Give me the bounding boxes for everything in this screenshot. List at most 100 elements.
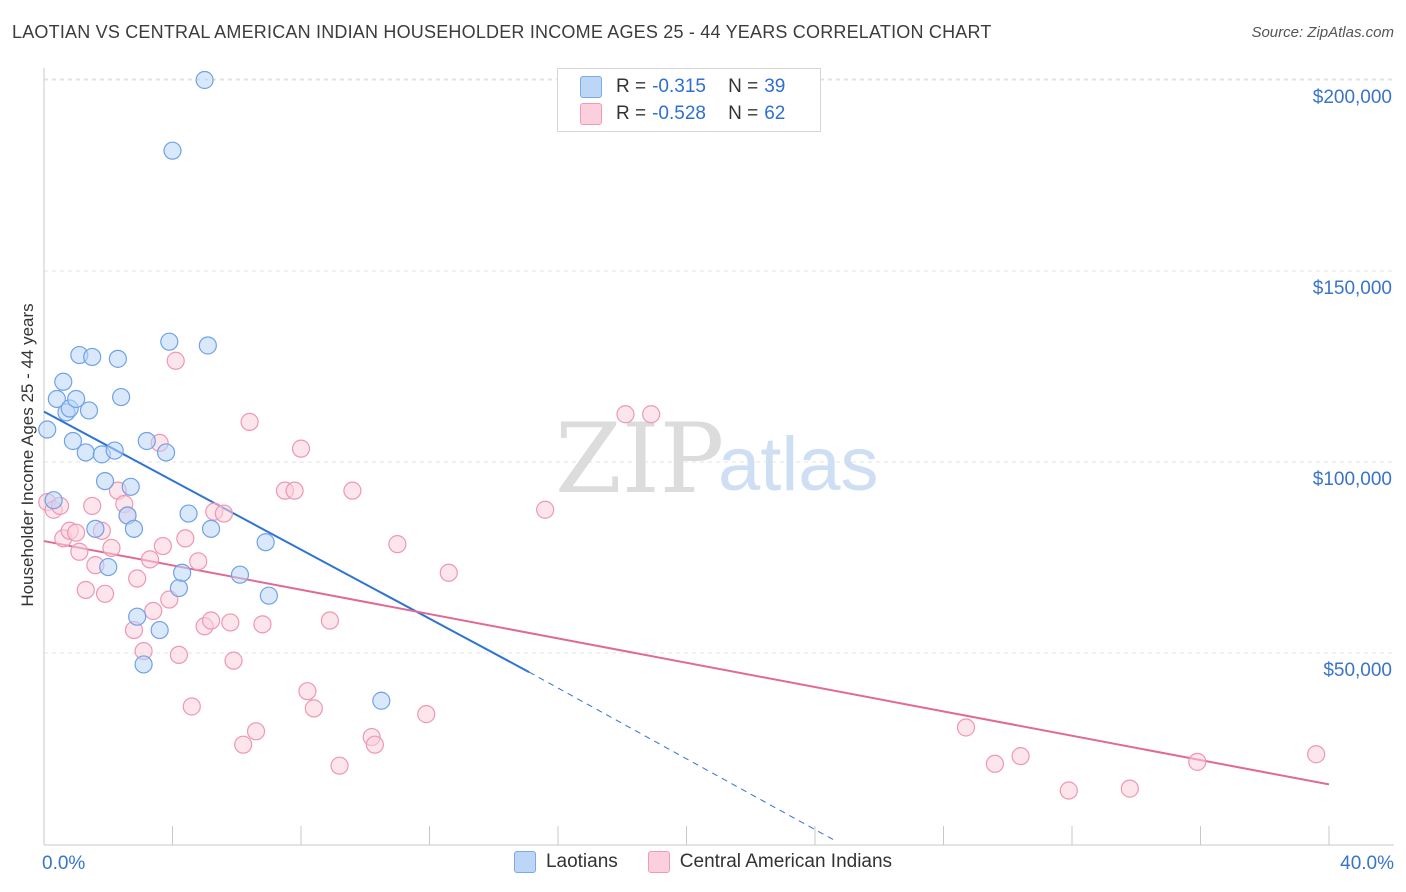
point-central-american-indians <box>83 496 102 516</box>
legend-row-laotians: R = -0.315 N = 39 <box>580 74 791 100</box>
point-central-american-indians <box>224 651 243 670</box>
point-laotians <box>134 655 153 674</box>
point-central-american-indians <box>76 580 95 600</box>
points-central-american-indians <box>38 351 1326 800</box>
point-laotians <box>169 578 189 598</box>
point-central-american-indians <box>246 722 266 741</box>
point-laotians <box>259 586 278 605</box>
point-central-american-indians <box>388 535 407 554</box>
y-tick-label: $50,000 <box>1323 660 1392 681</box>
trend-line-extension <box>528 671 835 841</box>
point-central-american-indians <box>140 550 160 569</box>
watermark-zip: ZIP <box>555 403 724 515</box>
point-central-american-indians <box>253 615 272 634</box>
point-laotians <box>95 472 115 491</box>
y-tick-label: $200,000 <box>1313 87 1392 108</box>
point-central-american-indians <box>182 697 201 716</box>
watermark-atlas: atlas <box>718 422 879 507</box>
point-laotians <box>137 431 156 451</box>
tick-labels: $50,000 $100,000 $150,000 $200,000 0.0% 40.0% <box>42 87 1394 874</box>
point-laotians <box>108 349 127 368</box>
point-central-american-indians <box>536 500 555 519</box>
legend-item-laotians: Laotians <box>513 851 618 873</box>
y-tick-label: $100,000 <box>1313 469 1392 490</box>
point-central-american-indians <box>1188 752 1207 771</box>
point-central-american-indians <box>985 754 1005 773</box>
legend-n-value: 39 <box>764 76 786 97</box>
point-central-american-indians <box>102 538 121 558</box>
legend-r-label: R = <box>616 76 647 97</box>
point-laotians <box>230 565 250 584</box>
trend-lines <box>43 410 1330 841</box>
legend-swatch-blue <box>513 851 536 873</box>
y-tick-label: $150,000 <box>1313 278 1392 299</box>
point-central-american-indians <box>221 613 240 632</box>
point-central-american-indians <box>365 735 384 754</box>
legend-label-central-american-indians: Central American Indians <box>679 851 893 872</box>
point-laotians <box>54 372 73 391</box>
point-laotians <box>201 519 221 538</box>
x-tick-label: 40.0% <box>1340 853 1394 874</box>
point-central-american-indians <box>240 412 259 431</box>
grid-lines <box>44 78 1394 654</box>
legend-swatch-blue <box>580 76 602 98</box>
point-central-american-indians <box>1059 781 1078 800</box>
legend-swatch-pink <box>647 851 670 873</box>
point-laotians <box>195 70 214 90</box>
point-central-american-indians <box>616 405 635 424</box>
point-central-american-indians <box>343 481 362 500</box>
point-central-american-indians <box>285 481 304 500</box>
point-central-american-indians <box>70 542 89 561</box>
point-central-american-indians <box>214 504 233 523</box>
point-laotians <box>86 519 105 538</box>
point-central-american-indians <box>642 405 661 424</box>
point-central-american-indians <box>320 611 340 630</box>
point-laotians <box>111 387 131 407</box>
point-central-american-indians <box>1120 779 1139 798</box>
point-laotians <box>372 691 391 710</box>
point-central-american-indians <box>298 682 317 701</box>
legend-r-label: R = <box>616 103 647 124</box>
point-central-american-indians <box>169 645 189 665</box>
point-laotians <box>198 336 217 355</box>
legend-n-label: N = <box>728 103 759 124</box>
point-central-american-indians <box>67 523 86 542</box>
trend-line-laotians <box>43 410 530 673</box>
point-laotians <box>163 141 182 160</box>
point-central-american-indians <box>234 735 253 754</box>
legend-swatch-pink <box>580 103 602 125</box>
point-laotians <box>256 533 275 552</box>
correlation-legend: R = -0.315 N = 39 R = -0.528 N = 62 <box>557 68 821 132</box>
point-central-american-indians <box>176 529 195 548</box>
point-central-american-indians <box>417 705 436 724</box>
series-legend: Laotians Central American Indians <box>0 851 1406 873</box>
point-central-american-indians <box>128 569 147 588</box>
point-laotians <box>150 620 169 640</box>
legend-r-value: -0.528 <box>652 103 706 124</box>
axes <box>43 68 1394 846</box>
legend-n-label: N = <box>728 76 759 97</box>
point-laotians <box>47 389 66 409</box>
point-laotians <box>63 431 83 451</box>
point-central-american-indians <box>1011 747 1030 766</box>
legend-label-laotians: Laotians <box>545 851 618 872</box>
legend-r-value: -0.315 <box>652 76 706 97</box>
point-central-american-indians <box>956 718 976 737</box>
trend-line-central-american-indians <box>43 540 1330 786</box>
points-laotians <box>38 70 391 710</box>
point-laotians <box>160 332 179 351</box>
point-laotians <box>128 607 147 626</box>
point-laotians <box>76 443 95 462</box>
point-central-american-indians <box>166 351 185 370</box>
point-central-american-indians <box>144 601 163 621</box>
point-central-american-indians <box>153 536 172 556</box>
point-laotians <box>44 491 63 510</box>
point-central-american-indians <box>201 611 221 630</box>
legend-row-central-american-indians: R = -0.528 N = 62 <box>580 101 791 127</box>
point-laotians <box>105 441 124 460</box>
source-label: Source: ZipAtlas.com <box>1251 24 1394 41</box>
point-central-american-indians <box>189 552 208 571</box>
point-laotians <box>179 504 198 523</box>
